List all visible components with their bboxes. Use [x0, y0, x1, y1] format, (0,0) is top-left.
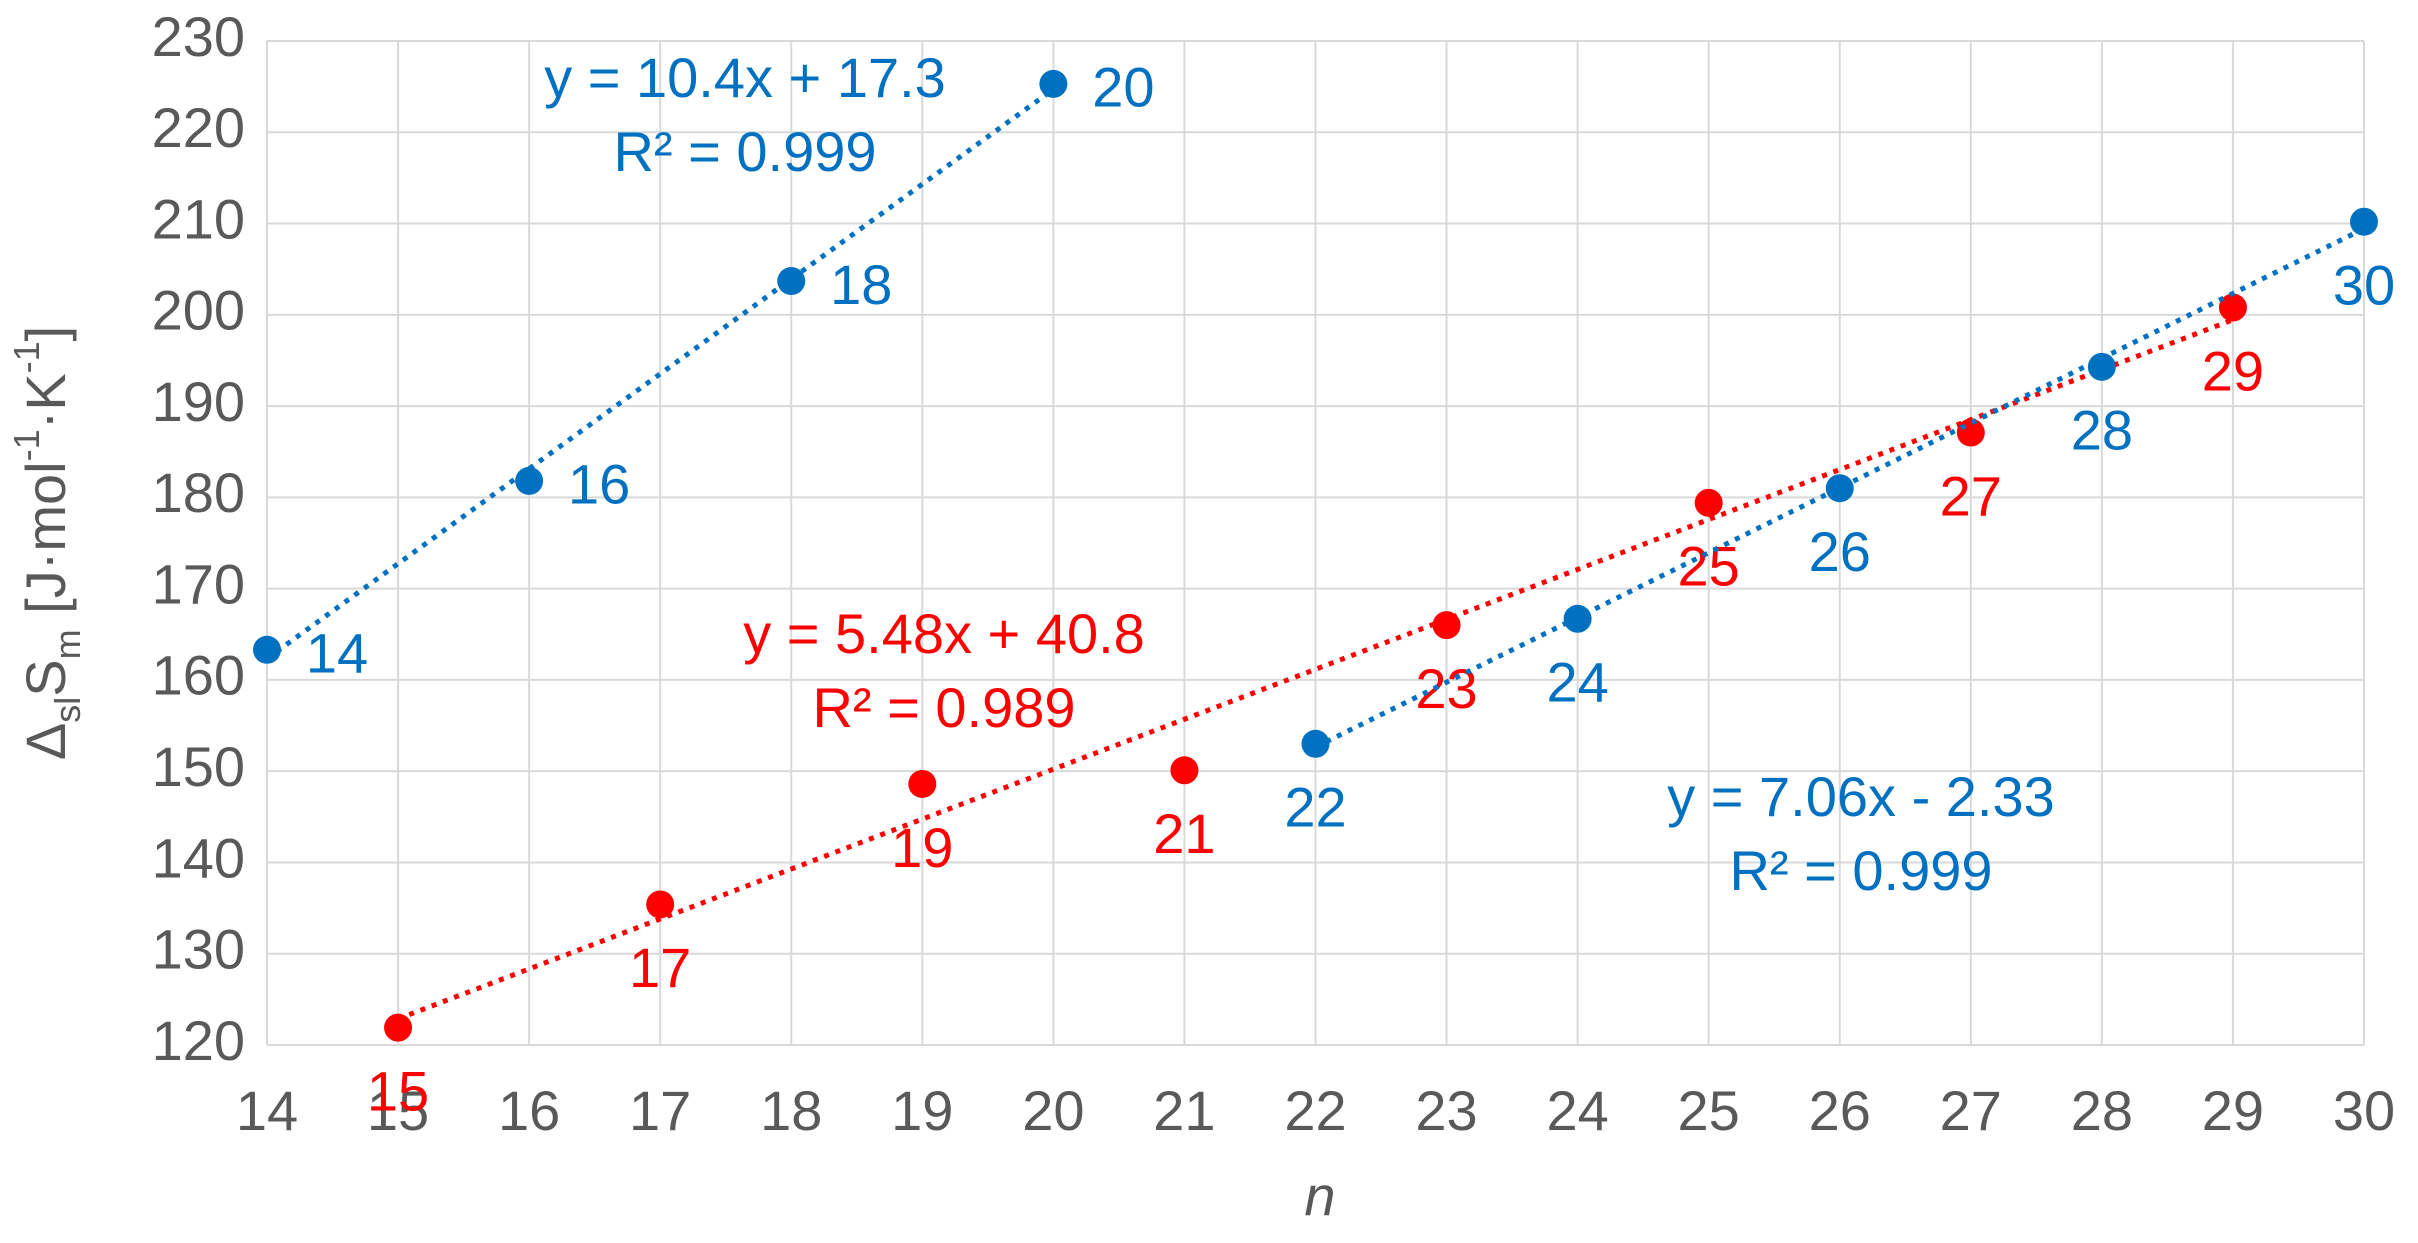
marker	[384, 1013, 413, 1042]
data-label: 24	[1546, 651, 1608, 714]
marker	[777, 267, 806, 296]
data-label: 15	[367, 1059, 429, 1122]
x-tick-label: 19	[891, 1079, 953, 1142]
trendline	[397, 317, 2234, 1022]
data-label: 20	[1092, 56, 1154, 119]
x-tick-label: 25	[1678, 1079, 1740, 1142]
data-label: 29	[2202, 339, 2264, 402]
y-tick-label: 230	[152, 5, 245, 68]
y-label-part: -1	[6, 341, 47, 373]
y-tick-label: 190	[152, 370, 245, 433]
y-label-part: m	[47, 629, 88, 659]
data-label: 26	[1809, 520, 1871, 583]
data-label: 16	[568, 453, 630, 516]
x-tick-label: 22	[1284, 1079, 1346, 1142]
x-tick-label: 24	[1546, 1079, 1608, 1142]
x-tick-label: 21	[1153, 1079, 1215, 1142]
marker	[1694, 488, 1723, 517]
y-tick-label: 140	[152, 826, 245, 889]
data-label: 22	[1284, 776, 1346, 839]
marker	[1956, 418, 1985, 447]
y-tick-label: 120	[152, 1009, 245, 1072]
y-axis-label: ΔslSm [J·mol-1·K-1]	[6, 326, 88, 760]
x-tick-label: 14	[236, 1079, 298, 1142]
data-label: 18	[830, 253, 892, 316]
x-tick-label: 30	[2333, 1079, 2395, 1142]
y-label-part: sl	[47, 697, 88, 723]
y-tick-label: 220	[152, 96, 245, 159]
marker	[1563, 604, 1592, 633]
trendline-r-squared: R² = 0.989	[812, 676, 1075, 739]
x-tick-label: 15	[367, 1079, 429, 1142]
data-label: 25	[1678, 535, 1740, 598]
marker	[2218, 293, 2247, 322]
marker	[1432, 611, 1461, 640]
x-tick-label: 28	[2071, 1079, 2133, 1142]
data-label: 17	[629, 936, 691, 999]
marker	[2350, 207, 2378, 236]
trendline-equation: y = 7.06x - 2.33	[1667, 765, 2055, 828]
y-label-part: [J·mol	[14, 461, 77, 629]
x-tick-label: 20	[1022, 1079, 1084, 1142]
y-tick-label: 210	[152, 187, 245, 250]
y-label-part: -1	[6, 429, 47, 461]
x-tick-label: 17	[629, 1079, 691, 1142]
y-tick-label: 130	[152, 918, 245, 981]
marker	[646, 890, 675, 919]
x-tick-label: 27	[1940, 1079, 2002, 1142]
data-label: 28	[2071, 399, 2133, 462]
marker	[2087, 352, 2116, 381]
y-label-part: ·K	[14, 373, 77, 429]
trendline	[265, 87, 1055, 661]
data-label: 14	[306, 622, 368, 685]
x-tick-label: 29	[2202, 1079, 2264, 1142]
y-tick-label: 180	[152, 461, 245, 524]
y-label-part: ]	[14, 326, 77, 342]
data-label: 30	[2333, 254, 2395, 317]
trendline-equation: y = 5.48x + 40.8	[743, 602, 1145, 665]
x-tick-label: 26	[1809, 1079, 1871, 1142]
marker	[1039, 69, 1068, 98]
x-tick-label: 18	[760, 1079, 822, 1142]
y-tick-label: 200	[152, 279, 245, 342]
y-tick-label: 160	[152, 644, 245, 707]
x-tick-label: 23	[1415, 1079, 1477, 1142]
y-tick-label: 150	[152, 735, 245, 798]
data-label: 27	[1940, 464, 2002, 527]
marker	[1170, 756, 1199, 785]
marker	[1825, 474, 1854, 503]
y-label-part: S	[14, 659, 77, 696]
trendline-r-squared: R² = 0.999	[1729, 839, 1992, 902]
marker	[1301, 729, 1330, 758]
marker	[908, 769, 937, 798]
trendline-r-squared: R² = 0.999	[613, 120, 876, 183]
x-tick-label: 16	[498, 1079, 560, 1142]
marker	[515, 466, 544, 495]
x-axis-label: n	[1304, 1164, 1335, 1227]
marker	[253, 635, 281, 664]
trendline	[1314, 226, 2366, 750]
data-label: 19	[891, 816, 953, 879]
data-label: 21	[1153, 802, 1215, 865]
y-label-part: Δ	[14, 723, 77, 760]
data-label: 23	[1415, 657, 1477, 720]
y-tick-label: 170	[152, 552, 245, 615]
trendline-equation: y = 10.4x + 17.3	[544, 46, 946, 109]
